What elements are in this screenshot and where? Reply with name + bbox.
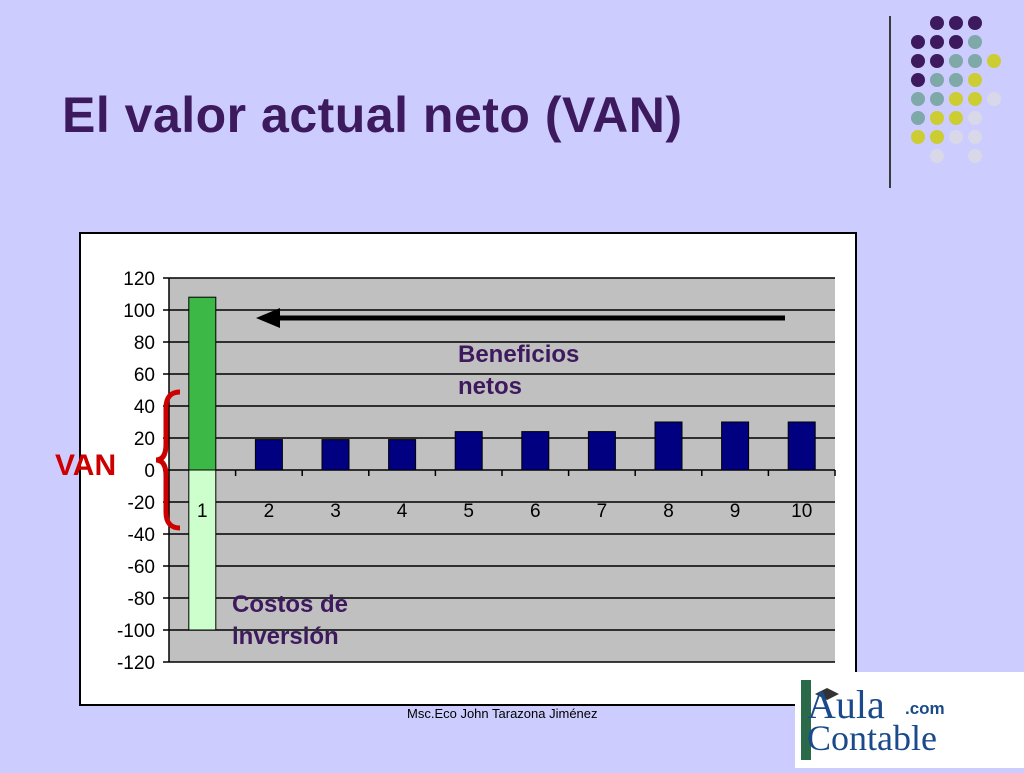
decorative-dot bbox=[949, 16, 963, 30]
annotation-line: Costos de bbox=[232, 591, 348, 618]
x-tick-label: 7 bbox=[597, 501, 608, 522]
annotation-line: inversión bbox=[232, 623, 339, 650]
decorative-dot bbox=[949, 35, 963, 49]
decorative-dot bbox=[930, 54, 944, 68]
footer-author: Msc.Eco John Tarazona Jiménez bbox=[407, 706, 598, 721]
annotation-line: Beneficios bbox=[458, 341, 579, 368]
bar-benefit bbox=[654, 421, 683, 471]
aula-contable-logo: Aula .com Contable bbox=[795, 672, 1024, 768]
decorative-vertical-line bbox=[889, 16, 891, 188]
x-tick-label: 3 bbox=[330, 501, 341, 522]
decorative-dot bbox=[930, 130, 944, 144]
decorative-dot bbox=[911, 35, 925, 49]
decorative-dot bbox=[968, 130, 982, 144]
y-tick-label: -20 bbox=[128, 493, 155, 514]
y-tick-label: 60 bbox=[134, 365, 155, 386]
logo-graphic: Aula .com Contable bbox=[801, 680, 945, 760]
decorative-dot bbox=[911, 73, 925, 87]
decorative-dot bbox=[987, 54, 1001, 68]
x-tick-label: 2 bbox=[264, 501, 275, 522]
decorative-dot bbox=[949, 111, 963, 125]
x-tick-label: 5 bbox=[463, 501, 474, 522]
decorative-dot bbox=[987, 92, 1001, 106]
decorative-dot bbox=[949, 130, 963, 144]
y-tick-label: 0 bbox=[144, 461, 155, 482]
x-tick-label: 10 bbox=[791, 501, 812, 522]
decorative-dot bbox=[930, 16, 944, 30]
decorative-dot bbox=[949, 54, 963, 68]
y-tick-label: -40 bbox=[128, 525, 155, 546]
decorative-dot bbox=[930, 73, 944, 87]
logo-word-contable: Contable bbox=[807, 718, 937, 758]
decorative-dot bbox=[930, 149, 944, 163]
decorative-dot bbox=[968, 73, 982, 87]
x-tick-label: 1 bbox=[197, 501, 208, 522]
annotation-van: VAN bbox=[55, 449, 116, 482]
y-tick-label: 20 bbox=[134, 429, 155, 450]
logo-suffix: .com bbox=[905, 699, 945, 718]
x-tick-label: 8 bbox=[663, 501, 674, 522]
bar-benefit bbox=[254, 439, 283, 471]
bar-benefit bbox=[188, 296, 217, 471]
y-tick-label: -80 bbox=[128, 589, 155, 610]
decorative-dot bbox=[911, 130, 925, 144]
x-tick-label: 9 bbox=[730, 501, 741, 522]
bar-benefit bbox=[388, 439, 417, 471]
bar-benefit bbox=[787, 421, 816, 471]
arrow-head bbox=[256, 308, 280, 328]
van-brace bbox=[155, 389, 181, 531]
x-tick-label: 4 bbox=[397, 501, 408, 522]
decorative-dot bbox=[968, 149, 982, 163]
annotation-costs: Costos de inversión bbox=[232, 591, 348, 650]
decorative-dot bbox=[968, 92, 982, 106]
decorative-dot bbox=[930, 35, 944, 49]
decorative-dot bbox=[949, 73, 963, 87]
y-tick-label: -60 bbox=[128, 557, 155, 578]
decorative-dot bbox=[968, 16, 982, 30]
decorative-dot bbox=[911, 54, 925, 68]
annotation-benefits: Beneficios netos bbox=[458, 341, 579, 400]
decorative-dot bbox=[911, 111, 925, 125]
y-tick-label: 80 bbox=[134, 333, 155, 354]
decorative-dot bbox=[911, 92, 925, 106]
decorative-dot bbox=[930, 111, 944, 125]
decorative-dot bbox=[968, 54, 982, 68]
y-tick-label: 120 bbox=[123, 269, 155, 290]
annotation-line: netos bbox=[458, 373, 522, 400]
y-tick-label: -100 bbox=[117, 621, 155, 642]
x-tick-label: 6 bbox=[530, 501, 541, 522]
decorative-dot bbox=[968, 35, 982, 49]
logo-word-aula: Aula bbox=[807, 682, 885, 727]
y-tick-label: 100 bbox=[123, 301, 155, 322]
decorative-dot bbox=[949, 92, 963, 106]
decorative-dot-grid bbox=[911, 16, 1001, 163]
slide-title: El valor actual neto (VAN) bbox=[62, 87, 683, 143]
bar-benefit bbox=[587, 431, 616, 471]
y-tick-label: -120 bbox=[117, 653, 155, 674]
bar-cost bbox=[188, 469, 217, 631]
bar-benefit bbox=[521, 431, 550, 471]
y-tick-label: 40 bbox=[134, 397, 155, 418]
bar-benefit bbox=[321, 439, 350, 471]
bar-benefit bbox=[721, 421, 750, 471]
decorative-dot bbox=[968, 111, 982, 125]
decorative-dot bbox=[930, 92, 944, 106]
bar-benefit bbox=[454, 431, 483, 471]
